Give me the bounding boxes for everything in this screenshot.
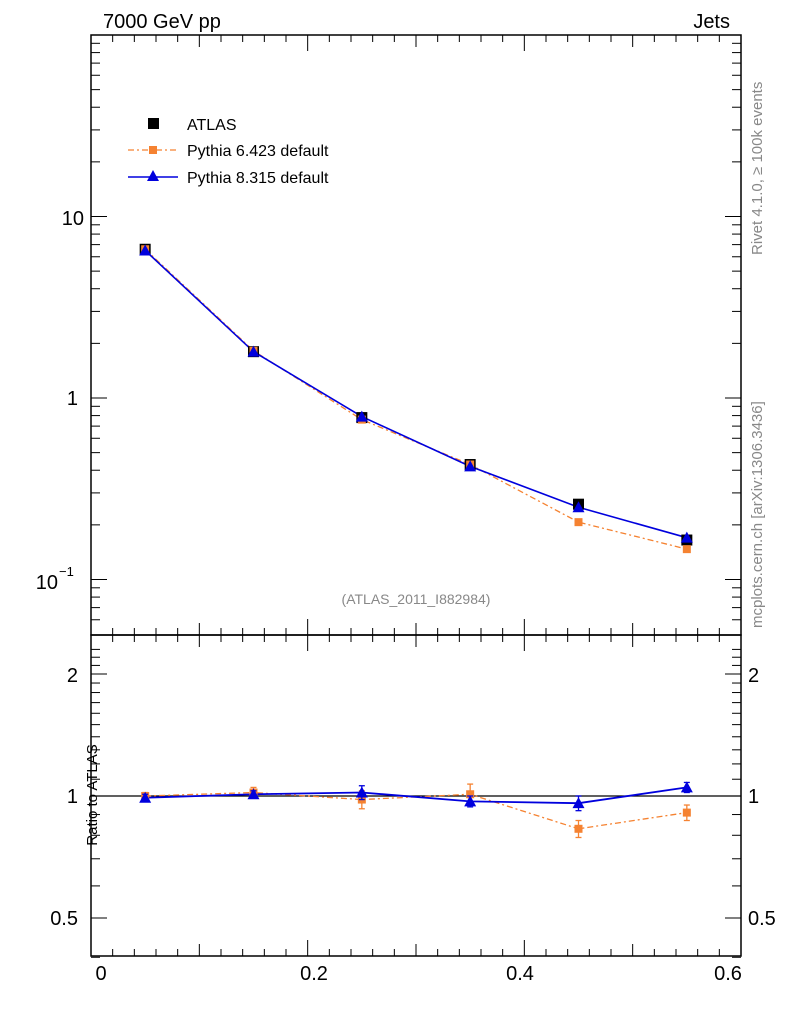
pythia8-point — [680, 531, 693, 543]
ratio-pythia6-point — [682, 808, 691, 817]
ratio-pythia8-line — [145, 786, 687, 805]
xtick-label-0.4: 0.4 — [506, 963, 534, 985]
legend-pythia6-marker — [149, 146, 157, 154]
legend-pythia8-label: Pythia 8.315 default — [187, 170, 329, 187]
ratio-y-ticks — [91, 648, 741, 958]
ratio-pythia8-point — [572, 797, 585, 809]
xtick-label-0.2: 0.2 — [300, 963, 328, 985]
rivet-label: Rivet 4.1.0, ≥ 100k events — [749, 82, 766, 255]
legend-atlas-label: ATLAS — [187, 117, 237, 134]
main-ytick-label-exponent: −1 — [59, 564, 74, 579]
jets-label: Jets — [693, 11, 730, 33]
pythia8-point — [355, 410, 368, 422]
legend-pythia8-marker — [147, 170, 159, 181]
ratio-ytick-label-0.5: 0.5 — [50, 908, 78, 930]
x-ticks — [90, 35, 742, 956]
ratio-pythia8-point — [355, 786, 368, 798]
mcplots-label: mcplots.cern.ch [arXiv:1306.3436] — [749, 401, 766, 628]
ratio-ytick-label-right-1: 1 — [748, 786, 759, 808]
ratio-ytick-label-right-0.5: 0.5 — [748, 908, 776, 930]
xtick-label-0: 0 — [95, 963, 106, 985]
legend-pythia6-label: Pythia 6.423 default — [187, 143, 329, 160]
pythia8-point — [464, 460, 477, 472]
pythia6-point — [682, 545, 691, 554]
ratio-pythia6-point — [574, 824, 583, 833]
main-ytick-label-10: 10 — [62, 208, 84, 230]
main-ytick-label-base: 10 — [36, 572, 58, 594]
ratio-pythia6-point — [466, 790, 475, 799]
energy-label: 7000 GeV pp — [103, 11, 221, 33]
pythia6-line — [144, 248, 687, 550]
ratio-ytick-label-2: 2 — [67, 665, 78, 687]
ratio-pythia8-point — [139, 791, 152, 803]
main-series-layer — [139, 243, 693, 554]
ratio-pythia6-line — [145, 791, 687, 830]
main-ytick-label-1: 1 — [67, 388, 78, 410]
xtick-label-0.6: 0.6 — [714, 963, 742, 985]
ratio-pythia8-point — [464, 795, 477, 807]
ratio-ylabel: Ratio to ATLAS — [84, 744, 101, 845]
legend: ATLAS Pythia 6.423 default Pythia 8.315 … — [128, 117, 329, 187]
pythia8-line — [144, 249, 688, 539]
pythia8-point — [247, 345, 260, 357]
pythia8-point — [572, 501, 585, 513]
ratio-pythia8-point — [247, 788, 260, 800]
pythia8-point — [139, 244, 152, 256]
pythia6-point — [574, 518, 583, 527]
main-y-ticks — [91, 42, 741, 621]
ratio-pythia8-point — [680, 781, 693, 793]
legend-atlas-marker — [148, 118, 159, 129]
analysis-label: (ATLAS_2011_I882984) — [342, 591, 491, 607]
main-ytick-label-0.1: 10 −1 — [36, 564, 74, 594]
ratio-series-layer — [139, 781, 693, 839]
ratio-ytick-label-right-2: 2 — [748, 665, 759, 687]
ratio-ytick-label-1: 1 — [67, 786, 78, 808]
